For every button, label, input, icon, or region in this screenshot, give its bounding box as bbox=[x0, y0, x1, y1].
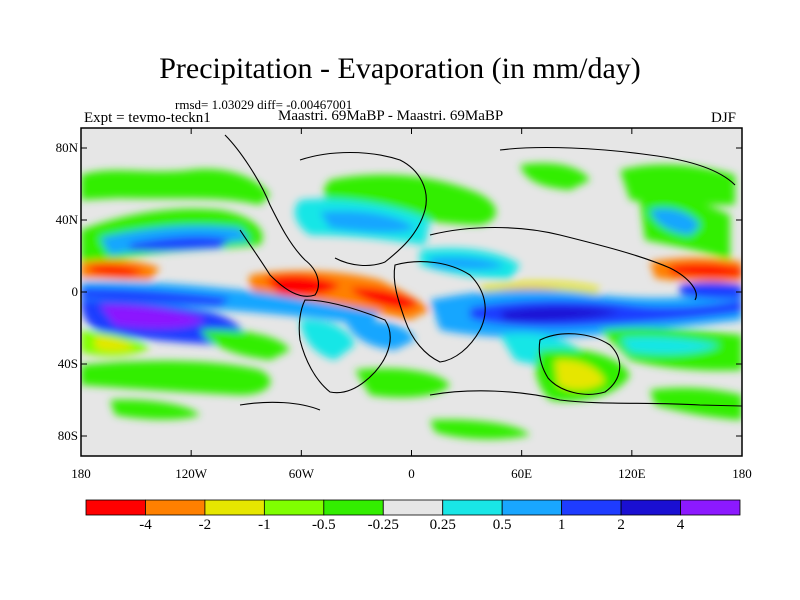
south-america-coast bbox=[298, 299, 391, 394]
x-tick-label: 60W bbox=[288, 466, 314, 481]
x-tick-label: 60E bbox=[511, 466, 533, 481]
x-tick-label: 120E bbox=[618, 466, 646, 481]
colorbar-swatch bbox=[561, 499, 622, 516]
colorbar-swatch bbox=[382, 499, 444, 516]
y-tick-label: 80N bbox=[55, 140, 78, 155]
colorbar-label: 4 bbox=[676, 517, 685, 533]
colorbar-label: -0.25 bbox=[367, 517, 399, 533]
colorbar-swatch bbox=[85, 499, 146, 516]
y-tick-label: 80S bbox=[57, 428, 78, 443]
coastlines bbox=[224, 134, 742, 411]
colorbar-label: 1 bbox=[557, 517, 566, 533]
colorbar-swatch bbox=[620, 499, 681, 516]
x-tick-label: 180 bbox=[71, 466, 91, 481]
experiment-label: Expt = tevmo-teckn1 bbox=[84, 110, 211, 126]
season-label: DJF bbox=[711, 110, 737, 126]
colorbar-label: -2 bbox=[198, 517, 212, 533]
antarctica-coast bbox=[429, 390, 742, 407]
precip-field bbox=[81, 163, 742, 440]
colorbar-swatch bbox=[501, 499, 563, 516]
colorbar-swatch bbox=[442, 499, 503, 516]
colorbar-label: -4 bbox=[139, 517, 152, 533]
colorbar-swatch bbox=[204, 499, 265, 516]
antarctic-peninsula-coast bbox=[239, 401, 321, 411]
colorbar-label: 0.25 bbox=[429, 517, 456, 533]
colorbar-label: -1 bbox=[258, 517, 271, 533]
africa-coast bbox=[393, 261, 486, 363]
colorbar-swatch bbox=[680, 499, 741, 516]
eurasia-north-coast bbox=[499, 146, 736, 186]
comparison-label: Maastri. 69MaBP - Maastri. 69MaBP bbox=[278, 108, 504, 124]
y-tick-label: 0 bbox=[71, 284, 79, 299]
colorbar-label: 2 bbox=[617, 517, 625, 533]
tethys-coast bbox=[429, 226, 697, 301]
colorbar-swatch bbox=[263, 499, 325, 516]
stats-text: rmsd= 1.03029 diff= -0.00467001 bbox=[175, 97, 353, 112]
axis-tick-marks bbox=[80, 128, 743, 456]
colorbar-swatch bbox=[323, 499, 384, 516]
colorbar bbox=[85, 499, 741, 516]
colorbar-label: -0.5 bbox=[311, 517, 336, 533]
india-australia-coast bbox=[538, 333, 621, 395]
y-tick-label: 40N bbox=[55, 212, 78, 227]
north-atlantic-coast bbox=[299, 152, 427, 267]
x-tick-label: 120W bbox=[175, 466, 208, 481]
north-america-coast bbox=[224, 134, 319, 297]
x-tick-label: 0 bbox=[408, 466, 415, 481]
y-tick-label: 40S bbox=[57, 356, 78, 371]
colorbar-swatch bbox=[145, 499, 206, 516]
x-tick-label: 180 bbox=[732, 466, 752, 481]
plot-title: Precipitation - Evaporation (in mm/day) bbox=[159, 52, 641, 85]
colorbar-label: 0.5 bbox=[492, 517, 512, 533]
